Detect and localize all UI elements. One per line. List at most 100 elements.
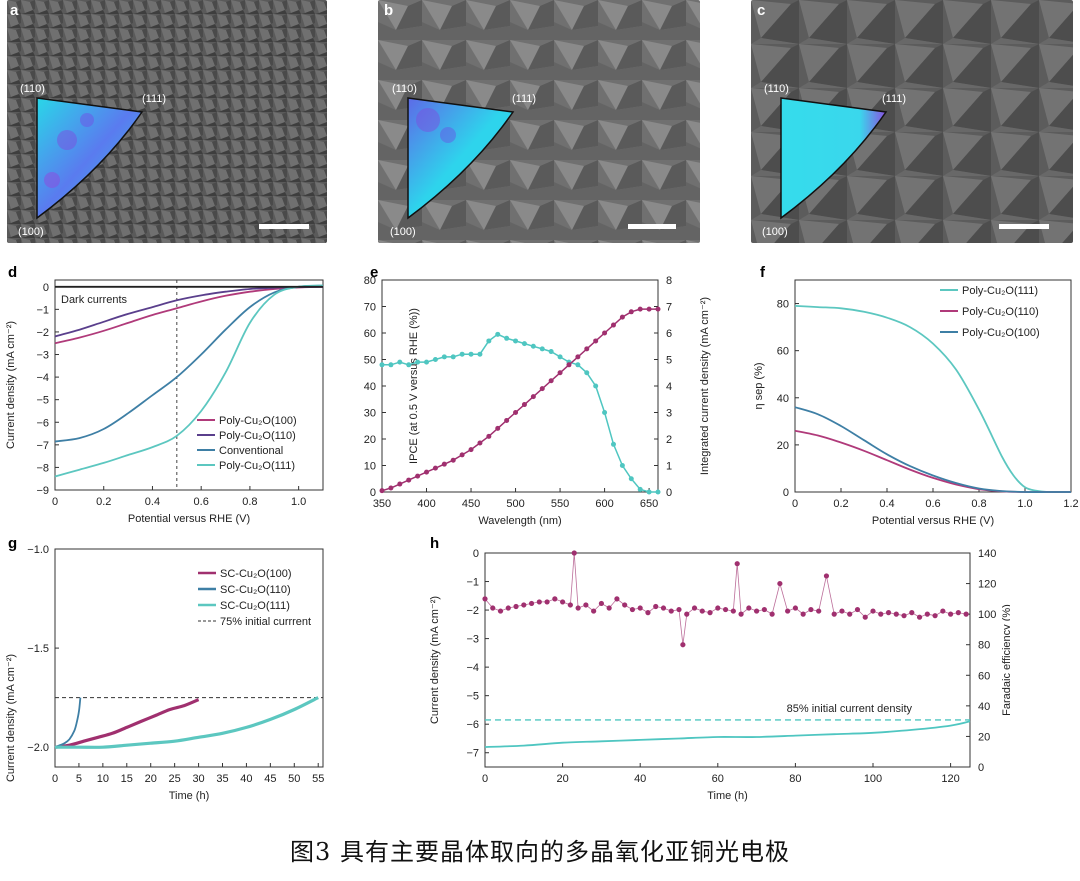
series-line-3 (794, 406, 1071, 493)
series-line-1 (54, 285, 324, 345)
x-axis-label: Time (h) (169, 790, 210, 802)
integrated-point (432, 465, 438, 471)
integrated-point (557, 370, 563, 376)
x-tick-label: 50 (288, 773, 300, 785)
chart-h: 0 −1 −2 −3 −4 −5 −6 −7 0 20 40 60 80 100 120 140 0 20 40 60… (429, 548, 1010, 802)
chart-e: 0 10 20 30 40 50 60 70 80 0 1 2 3 4 5 6 7 8 350 400 450 500 55… (364, 275, 711, 527)
x-tick-label: 0.4 (879, 498, 894, 510)
faradaic-point (885, 610, 892, 616)
label-100-a: (100) (18, 226, 44, 238)
y-axis-label-left: IPCE (at 0.5 V versus RHE (%)) (408, 308, 420, 464)
x-tick-label: 0 (52, 773, 58, 785)
y-tick-label: −7 (466, 748, 479, 760)
panel-letter-h: h (430, 535, 440, 552)
ipce-point (584, 370, 590, 376)
x-tick-label: 100 (864, 773, 882, 785)
faradaic-point (660, 605, 667, 611)
faradaic-point (878, 611, 884, 617)
faradaic-point (676, 606, 682, 613)
faradaic-point (614, 596, 620, 602)
y-tick-label: 30 (364, 408, 376, 420)
ipce-point (637, 486, 643, 492)
faradaic-point (544, 599, 550, 605)
y-tick-label: −1.0 (27, 544, 49, 556)
ipce-point (379, 362, 385, 368)
faradaic-point (505, 605, 511, 611)
y-axis-label-left: Current density (mA cm⁻²) (429, 596, 441, 724)
faradaic-point (668, 608, 674, 614)
y-tick-label: −4 (36, 372, 49, 384)
integrated-point (468, 447, 474, 453)
faradaic-point (955, 610, 961, 616)
integrated-point (530, 394, 536, 400)
y-tick-label: 20 (364, 434, 376, 446)
faradaic-point (699, 608, 705, 614)
integrated-point (513, 410, 519, 415)
ipce-point (521, 341, 527, 347)
faradaic-point (893, 611, 899, 617)
x-tick-label: 500 (506, 498, 524, 510)
y-tick-label-right: 80 (978, 640, 990, 652)
ipce-point (468, 351, 474, 357)
faradaic-point (909, 610, 915, 616)
faradaic-point (785, 608, 791, 614)
faradaic-point (963, 611, 969, 617)
faradaic-point (940, 608, 946, 614)
legend-label: SC-Cu₂O(111) (220, 600, 290, 612)
y-tick-label-right: 7 (666, 302, 672, 314)
y-tick-label-right: 0 (978, 762, 984, 774)
integrated-point (593, 338, 599, 344)
x-tick-label: 1.0 (1017, 498, 1032, 510)
y-tick-label: 70 (364, 302, 376, 314)
x-tick-label: 650 (640, 498, 658, 510)
integrated-point (406, 477, 412, 483)
x-tick-label: 0.8 (242, 496, 257, 508)
faradaic-point (680, 642, 686, 648)
faradaic-point (808, 606, 814, 613)
x-tick-label: 30 (192, 773, 204, 785)
faradaic-point (684, 611, 690, 617)
figure-caption: 图3 具有主要晶体取向的多晶氧化亚铜光电极 (290, 838, 790, 866)
faradaic-point (637, 605, 643, 611)
y-tick-label: −2 (36, 327, 49, 339)
integrated-point (415, 473, 421, 479)
ipce-point (406, 362, 412, 368)
integrated-point (477, 440, 483, 446)
faradaic-point (839, 608, 845, 614)
y-tick-label-right: 60 (978, 670, 990, 682)
y-tick-label-right: 140 (978, 548, 996, 560)
legend-label: Poly-Cu₂O(111) (962, 285, 1038, 297)
y-tick-label: −2 (466, 605, 479, 617)
x-tick-label: 1.0 (291, 496, 306, 508)
ipce-point (593, 383, 599, 389)
y-tick-label-right: 0 (666, 487, 672, 499)
y-tick-label: −3 (466, 634, 479, 646)
y-tick-label: 0 (43, 282, 49, 294)
x-tick-label: 10 (97, 773, 109, 785)
ipce-point (530, 343, 536, 349)
y-tick-label-right: 120 (978, 579, 996, 591)
ipce-point (602, 410, 608, 415)
ipce-point (477, 351, 483, 357)
ipce-point (450, 354, 456, 360)
faradaic-point (862, 614, 868, 620)
faradaic-point (583, 602, 589, 608)
integrated-point (548, 378, 554, 384)
y-axis-label: Current density (mA cm⁻²) (5, 654, 17, 782)
x-tick-label: 25 (169, 773, 181, 785)
faradaic-point (552, 596, 558, 602)
y-tick-label-right: 4 (666, 381, 672, 393)
integrated-point (584, 346, 590, 352)
integrated-point (628, 309, 634, 315)
series-line-1 (54, 698, 200, 749)
faradaic-point (521, 602, 527, 608)
y-tick-label: −8 (36, 462, 49, 474)
x-axis-label: Potential versus RHE (V) (128, 513, 250, 525)
label-100-b: (100) (390, 226, 416, 238)
legend-label: Poly-Cu₂O(110) (962, 306, 1039, 318)
y-tick-label: 0 (783, 487, 789, 499)
label-111-b: (111) (512, 93, 537, 105)
integrated-point (504, 417, 510, 423)
ipce-point (646, 489, 652, 495)
integrated-point (637, 306, 643, 312)
